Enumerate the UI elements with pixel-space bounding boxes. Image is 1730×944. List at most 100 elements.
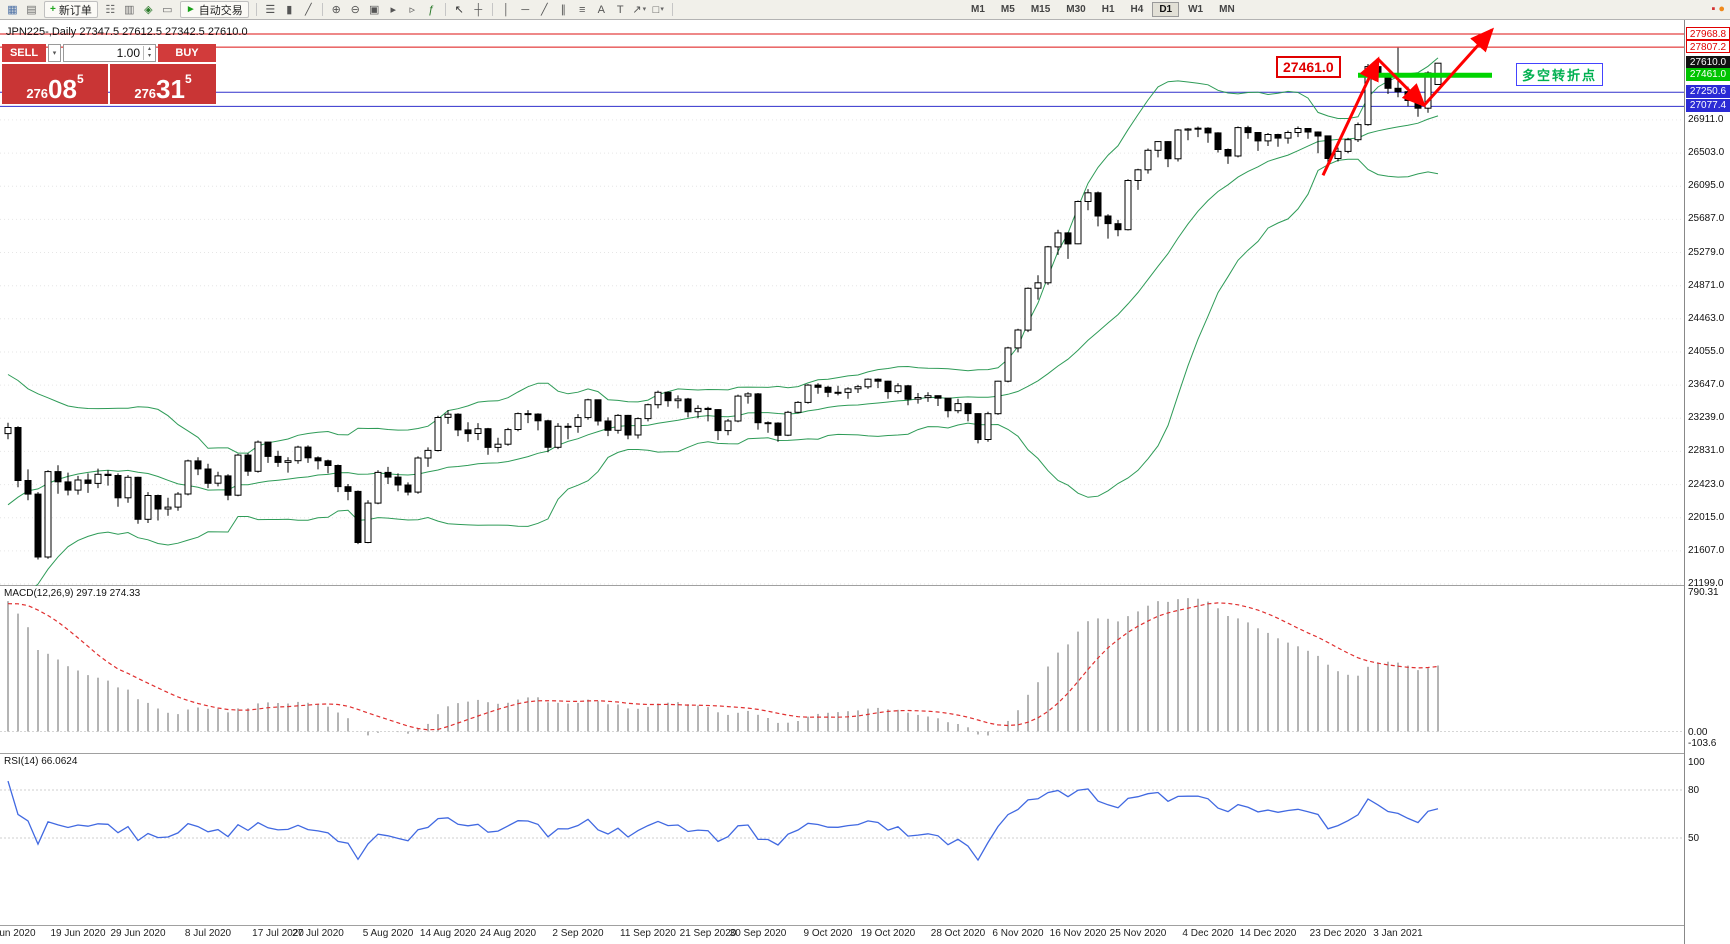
macd-label: MACD(12,26,9) 297.19 274.33 [4, 588, 141, 599]
toolbar-separator [255, 3, 257, 16]
price-tick: 26503.0 [1688, 147, 1725, 159]
chart-alert-icon[interactable]: ▪ [1711, 3, 1716, 15]
label-icon[interactable]: T [616, 3, 624, 16]
text-icon[interactable]: A [597, 3, 605, 16]
x-axis-label: 2 Sep 2020 [552, 928, 604, 939]
time-axis[interactable]: 10 Jun 2020 19 Jun 2020 29 Jun 2020 8 Jul 2… [0, 926, 1684, 944]
horizontal-line-icon[interactable]: ─ [521, 3, 530, 16]
x-axis-label: 10 Jun 2020 [0, 928, 36, 939]
timeframe-W1[interactable]: W1 [1188, 4, 1204, 15]
rsi-label: RSI(14) 66.0624 [4, 756, 78, 767]
timeframe-H4[interactable]: H4 [1130, 4, 1144, 15]
buy-price-button[interactable]: 276 31 5 [110, 64, 216, 104]
x-axis-label: 30 Sep 2020 [729, 928, 787, 939]
zoom-out-icon[interactable]: ⊖ [350, 3, 360, 16]
price-tick: 26911.0 [1688, 113, 1724, 125]
line-chart-type-icon[interactable]: ╱ [304, 3, 312, 16]
sell-price-button[interactable]: 276 08 5 [2, 64, 108, 104]
level-label-27077: 27077.4 [1686, 99, 1730, 113]
buy-price-sup: 5 [184, 72, 192, 86]
volume-up-icon[interactable]: ▴ [147, 46, 151, 52]
x-axis-label: 4 Dec 2020 [1182, 928, 1234, 939]
macd-scale-label: 790.31 [1688, 587, 1719, 598]
x-axis-label: 29 Jun 2020 [110, 928, 166, 939]
timeframe-M5[interactable]: M5 [1000, 4, 1015, 15]
volume-field[interactable]: 1.00 ▴ ▾ [63, 44, 156, 62]
volume-spinner[interactable]: ▴ ▾ [143, 46, 155, 60]
sell-options-caret[interactable]: ▾ [48, 44, 61, 62]
new-order-button-icon: + [50, 4, 56, 15]
chart-shift-icon[interactable]: ▹ [409, 3, 416, 16]
vertical-line-icon[interactable]: │ [502, 3, 510, 16]
profiles-icon[interactable]: ▤ [26, 3, 37, 16]
toolbar-separator [671, 3, 673, 16]
auto-trading-button[interactable]: ► 自动交易 [179, 1, 249, 18]
price-tick: 26095.0 [1688, 180, 1725, 192]
volume-down-icon[interactable]: ▾ [147, 53, 151, 59]
x-axis-label: 19 Oct 2020 [860, 928, 916, 939]
buy-button[interactable]: BUY [158, 44, 216, 62]
timeframe-M1[interactable]: M1 [971, 4, 985, 15]
level-label-27807: 27807.2 [1686, 40, 1730, 54]
price-tick: 24055.0 [1688, 346, 1725, 357]
level-label-27968: 27968.8 [1686, 27, 1730, 40]
buy-price-big: 31 [156, 74, 185, 105]
shapes-icon[interactable]: □ ▾ [652, 3, 664, 16]
rsi-scale-label: 80 [1688, 785, 1700, 796]
rsi-canvas[interactable] [0, 754, 1684, 926]
level-label-27461: 27461.0 [1686, 68, 1730, 82]
sell-price-sup: 5 [76, 72, 84, 86]
rsi-indicator-panel[interactable]: RSI(14) 66.0624 [0, 754, 1684, 926]
zoom-in-icon[interactable]: ⊕ [331, 3, 341, 16]
level-label-27250: 27250.6 [1686, 85, 1730, 99]
new-chart-icon[interactable]: ▦ [7, 3, 18, 16]
sell-price-prefix: 276 [26, 86, 49, 101]
x-axis-label: 3 Jan 2021 [1373, 928, 1423, 939]
auto-scroll-icon[interactable]: ▸ [390, 3, 397, 16]
channel-icon[interactable]: ∥ [560, 3, 567, 16]
main-chart-panel[interactable]: JPN225-,Daily 27347.5 27612.5 27342.5 27… [0, 20, 1684, 586]
bid-price-label: 27610.0 [1686, 56, 1730, 70]
chart-ohlc-header: JPN225-,Daily 27347.5 27612.5 27342.5 27… [6, 26, 248, 38]
terminal-icon[interactable]: ▭ [162, 3, 173, 16]
macd-indicator-panel[interactable]: MACD(12,26,9) 297.19 274.33 [0, 586, 1684, 754]
volume-value: 1.00 [116, 46, 140, 60]
trendline-icon[interactable]: ╱ [540, 3, 548, 16]
timeframe-D1[interactable]: D1 [1152, 2, 1180, 17]
x-axis-label: 16 Nov 2020 [1049, 928, 1107, 939]
x-axis-label: 25 Nov 2020 [1109, 928, 1167, 939]
crosshair-icon[interactable]: ┼ [474, 3, 483, 16]
fibonacci-icon[interactable]: ≡ [579, 3, 586, 16]
tile-windows-icon[interactable]: ▣ [369, 3, 380, 16]
data-window-icon[interactable]: ▥ [124, 3, 135, 16]
price-scale[interactable]: 26911.0 26503.0 26095.0 25687.0 25279.0 24871… [1684, 20, 1730, 944]
x-axis-label: 17 Jul 2020 [252, 928, 304, 939]
annotation-note: 多空转折点 [1516, 63, 1604, 86]
price-tick: 25687.0 [1688, 213, 1725, 225]
price-chart-canvas[interactable] [0, 20, 1684, 586]
market-watch-icon[interactable]: ☷ [105, 3, 116, 16]
timeframe-MN[interactable]: MN [1219, 4, 1235, 15]
price-tick: 21607.0 [1688, 544, 1725, 556]
x-axis-label: 19 Jun 2020 [50, 928, 106, 939]
timeframe-M15[interactable]: M15 [1030, 4, 1051, 15]
sell-button[interactable]: SELL [2, 44, 46, 62]
cursor-icon[interactable]: ↖ [454, 3, 464, 16]
indicators-icon[interactable]: ƒ [428, 3, 435, 16]
notification-badge-icon[interactable]: ● [1718, 3, 1725, 15]
candlestick-type-icon[interactable]: ▮ [286, 3, 293, 16]
rsi-scale-label: 100 [1688, 757, 1705, 768]
navigator-icon[interactable]: ◈ [144, 3, 153, 16]
price-flag-label: 27461.0 [1276, 56, 1341, 78]
new-order-button[interactable]: + 新订单 [44, 1, 98, 18]
toolbar-separator [491, 3, 493, 16]
buy-price-prefix: 276 [134, 86, 157, 101]
x-axis-label: 11 Sep 2020 [620, 928, 676, 939]
macd-canvas[interactable] [0, 586, 1684, 754]
x-axis-label: 6 Nov 2020 [992, 928, 1044, 939]
bar-chart-type-icon[interactable]: ☰ [265, 3, 276, 16]
x-axis-label: 23 Dec 2020 [1309, 928, 1367, 939]
timeframe-M30[interactable]: M30 [1066, 4, 1086, 15]
timeframe-H1[interactable]: H1 [1101, 4, 1115, 15]
arrows-icon[interactable]: ↗ ▾ [632, 3, 647, 16]
